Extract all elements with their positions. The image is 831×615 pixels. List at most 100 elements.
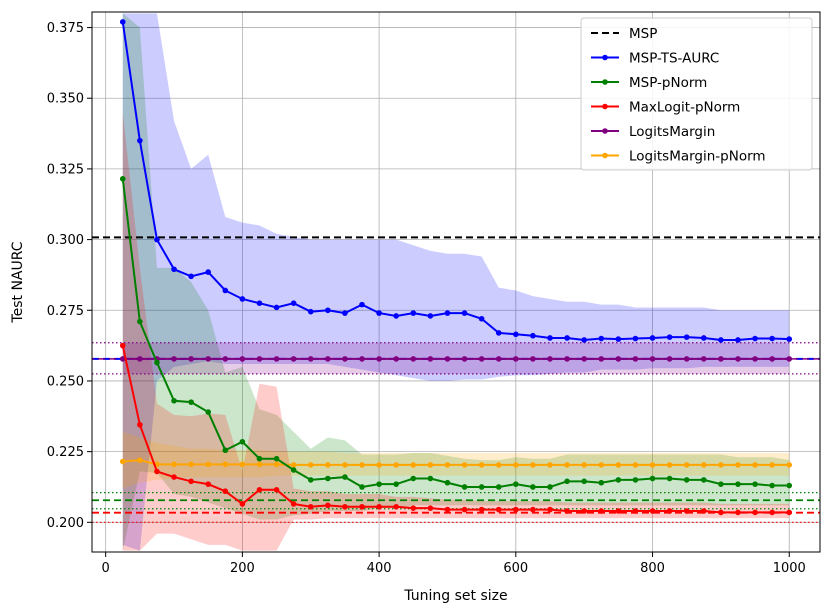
point-msp-ts-aurc-19: [444, 310, 451, 316]
point-logitsmargin-20: [461, 356, 468, 362]
x-tick-label-2: 400: [367, 561, 392, 576]
point-maxlogit-pnorm-12: [325, 502, 331, 509]
point-msp-pnorm-28: [598, 479, 605, 486]
legend-label-maxlogit-pnorm: MaxLogit-pNorm: [629, 100, 740, 116]
point-logitsmargin-pnorm-18: [427, 462, 434, 468]
point-maxlogit-pnorm-14: [359, 503, 365, 510]
point-maxlogit-pnorm-8: [256, 487, 263, 493]
y-tick-label-3: 0.275: [47, 304, 84, 319]
legend-marker-msp-ts-aurc: [602, 54, 608, 61]
point-msp-pnorm-29: [615, 477, 622, 483]
point-msp-pnorm-20: [461, 484, 468, 490]
point-maxlogit-pnorm-9: [273, 487, 280, 493]
point-msp-ts-aurc-11: [307, 308, 314, 315]
point-msp-pnorm-4: [188, 399, 194, 405]
point-msp-ts-aurc-4: [188, 273, 194, 280]
point-maxlogit-pnorm-30: [632, 508, 639, 514]
point-logitsmargin-pnorm-33: [683, 462, 690, 468]
point-logitsmargin-22: [495, 356, 502, 362]
line-msp-pnorm: [121, 178, 790, 489]
point-maxlogit-pnorm-5: [205, 481, 212, 487]
legend-marker-maxlogit-pnorm: [602, 103, 608, 110]
point-logitsmargin-pnorm-16: [393, 462, 399, 468]
point-msp-pnorm-8: [256, 455, 263, 462]
point-msp-ts-aurc-14: [359, 301, 365, 308]
point-msp-ts-aurc-23: [513, 331, 519, 338]
point-msp-ts-aurc-27: [581, 337, 587, 343]
point-msp-ts-aurc-35: [718, 337, 724, 343]
point-msp-ts-aurc-34: [700, 335, 707, 341]
point-logitsmargin-pnorm-24: [530, 462, 536, 468]
point-maxlogit-pnorm-39: [786, 509, 793, 516]
point-maxlogit-pnorm-15: [376, 503, 382, 510]
point-logitsmargin-4: [188, 356, 194, 362]
point-msp-ts-aurc-13: [342, 310, 348, 316]
point-msp-ts-aurc-26: [564, 335, 570, 341]
point-logitsmargin-16: [393, 356, 399, 362]
point-maxlogit-pnorm-27: [581, 508, 587, 514]
point-maxlogit-pnorm-3: [171, 474, 177, 480]
legend-marker-logitsmargin-pnorm: [602, 152, 608, 159]
point-logitsmargin-pnorm-11: [307, 462, 314, 468]
point-logitsmargin-pnorm-27: [581, 462, 587, 468]
y-tick-label-0: 0.200: [47, 516, 84, 531]
point-maxlogit-pnorm-18: [427, 505, 434, 511]
point-maxlogit-pnorm-13: [342, 503, 348, 510]
axes-frame: [91, 11, 821, 553]
point-logitsmargin-pnorm-21: [478, 462, 485, 468]
point-maxlogit-pnorm-0: [119, 342, 126, 349]
point-maxlogit-pnorm-29: [615, 508, 622, 514]
point-msp-ts-aurc-5: [205, 269, 212, 275]
point-logitsmargin-pnorm-30: [632, 462, 639, 468]
point-maxlogit-pnorm-25: [547, 506, 553, 513]
point-logitsmargin-10: [290, 356, 297, 362]
point-logitsmargin-pnorm-39: [786, 462, 793, 468]
point-logitsmargin-36: [735, 356, 741, 362]
point-logitsmargin-24: [530, 356, 536, 362]
point-msp-pnorm-12: [325, 475, 331, 482]
point-msp-pnorm-15: [376, 481, 382, 487]
point-msp-pnorm-10: [290, 467, 297, 473]
point-logitsmargin-30: [632, 356, 639, 362]
point-logitsmargin-7: [239, 356, 246, 362]
point-maxlogit-pnorm-32: [666, 508, 673, 514]
point-msp-pnorm-24: [530, 484, 536, 490]
point-logitsmargin-26: [564, 356, 570, 362]
point-logitsmargin-pnorm-0: [119, 458, 126, 465]
point-maxlogit-pnorm-17: [410, 505, 417, 511]
point-logitsmargin-19: [444, 356, 451, 362]
legend-box: [580, 17, 813, 171]
point-msp-ts-aurc-15: [376, 310, 382, 316]
point-msp-ts-aurc-0: [119, 19, 126, 25]
point-logitsmargin-17: [410, 356, 417, 362]
point-msp-ts-aurc-9: [273, 304, 280, 311]
point-msp-pnorm-36: [735, 481, 741, 487]
point-msp-ts-aurc-17: [410, 310, 417, 316]
point-maxlogit-pnorm-38: [769, 509, 775, 516]
legend-marker-logitsmargin: [602, 128, 608, 134]
point-logitsmargin-33: [683, 356, 690, 362]
line-logitsmargin-pnorm: [122, 459, 790, 466]
point-logitsmargin-11: [307, 356, 314, 362]
y-tick-label-4: 0.300: [47, 233, 84, 248]
point-msp-pnorm-39: [786, 482, 793, 489]
point-msp-pnorm-16: [393, 481, 399, 487]
point-logitsmargin-5: [205, 356, 212, 362]
point-msp-ts-aurc-37: [752, 335, 758, 342]
point-msp-pnorm-38: [769, 482, 775, 489]
point-msp-ts-aurc-18: [427, 313, 434, 319]
point-logitsmargin-23: [513, 356, 519, 362]
point-msp-pnorm-18: [427, 475, 434, 482]
x-tick-label-1: 200: [230, 561, 255, 576]
point-logitsmargin-39: [786, 356, 793, 362]
point-msp-ts-aurc-3: [171, 266, 177, 273]
point-maxlogit-pnorm-6: [222, 488, 229, 495]
point-msp-ts-aurc-38: [769, 335, 775, 342]
point-msp-ts-aurc-39: [786, 336, 793, 342]
point-logitsmargin-pnorm-3: [171, 461, 177, 468]
point-logitsmargin-pnorm-6: [222, 461, 229, 468]
point-logitsmargin-pnorm-34: [700, 462, 707, 468]
point-logitsmargin-21: [478, 356, 485, 362]
point-logitsmargin-pnorm-22: [495, 462, 502, 468]
